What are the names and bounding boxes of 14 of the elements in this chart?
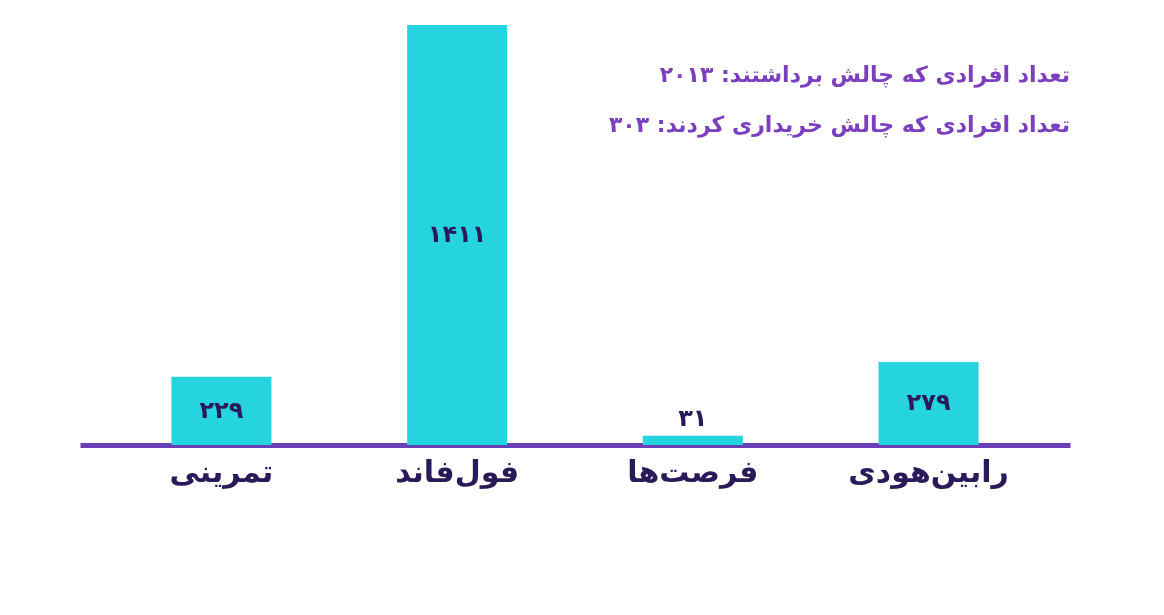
data-label: ۲۲۹ [199,395,244,424]
bar [642,435,743,445]
annotation: تعداد افرادی که چالش برداشتند: ۲۰۱۳ [659,62,1070,88]
annotation: تعداد افرادی که چالش خریداری کردند: ۳۰۳ [608,112,1070,138]
data-label: ۱۴۱۱ [427,220,487,248]
bar [407,25,508,445]
bar [878,361,979,445]
bar [171,376,272,445]
x-tick-label: فرصت‌ها [627,453,759,489]
data-label: ۲۷۹ [906,388,951,417]
x-tick-label: فول‌فاند [395,453,520,489]
data-label: ۳۱ [678,403,708,432]
x-tick-label: تمرینی [169,453,274,489]
x-tick-label: رابین‌هودی [848,453,1009,489]
